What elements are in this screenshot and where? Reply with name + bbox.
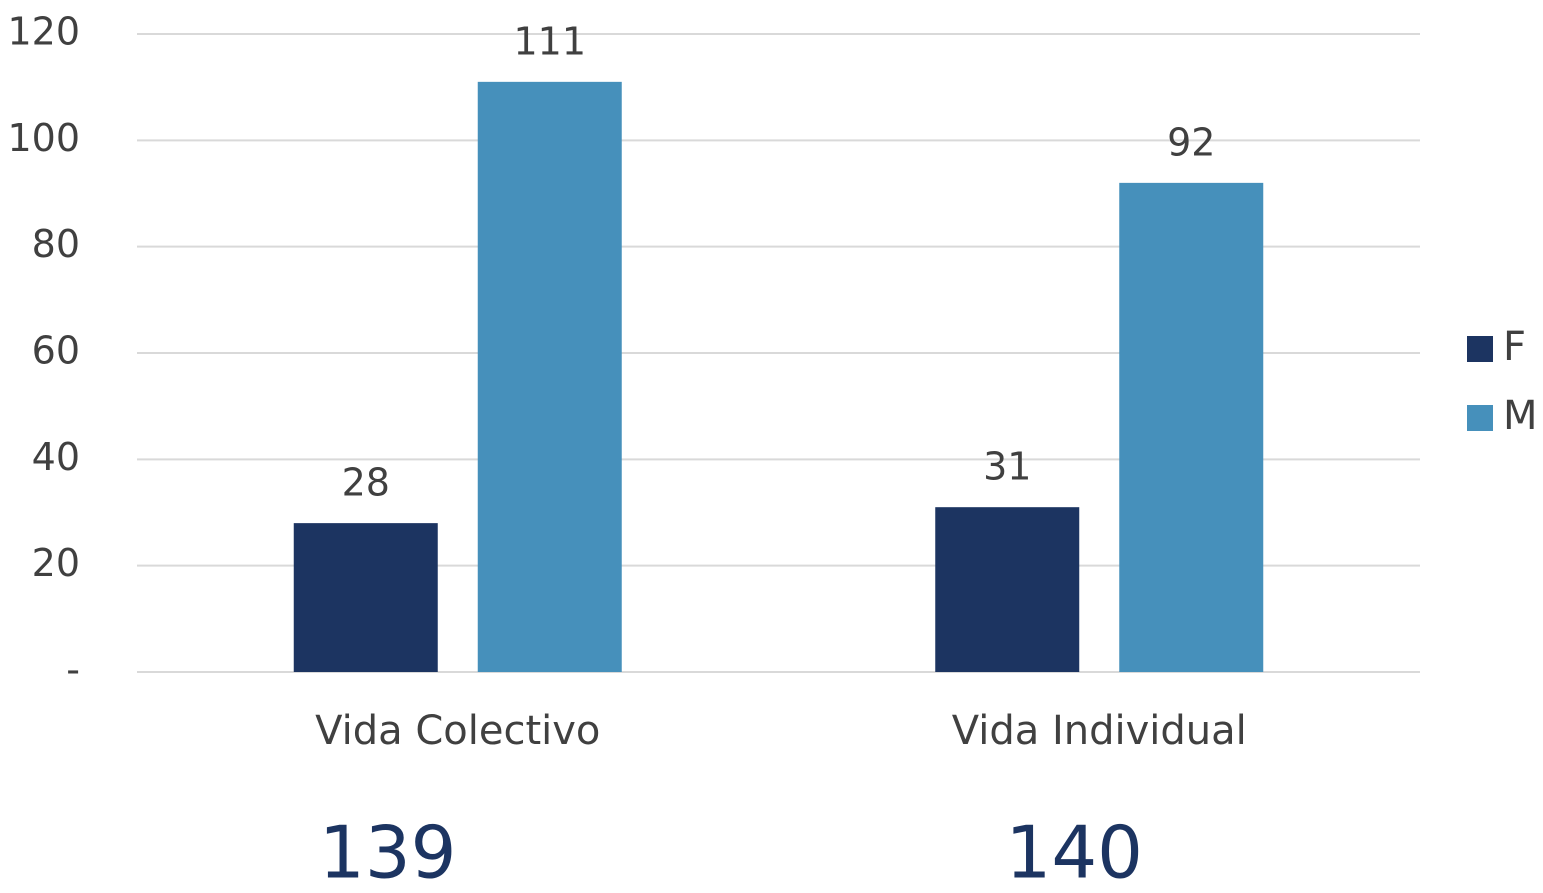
data-label: 92 — [1167, 120, 1215, 164]
legend-swatch — [1467, 405, 1493, 431]
category-total: 139 — [319, 811, 456, 893]
legend-label: M — [1503, 393, 1538, 439]
legend-label: F — [1503, 324, 1526, 370]
category-total: 140 — [1006, 811, 1143, 893]
y-tick-label: - — [66, 648, 80, 692]
x-tick-label: Vida Individual — [952, 708, 1247, 754]
y-tick-label: 60 — [32, 329, 80, 373]
bar — [293, 523, 438, 672]
x-tick-label: Vida Colectivo — [315, 708, 600, 754]
y-tick-label: 80 — [32, 222, 80, 266]
bar — [1119, 182, 1264, 672]
data-label: 31 — [983, 445, 1031, 489]
bar — [477, 81, 622, 673]
y-tick-label: 120 — [7, 10, 80, 54]
y-tick-label: 40 — [32, 435, 80, 479]
legend-swatch — [1467, 336, 1493, 362]
y-tick-label: 20 — [32, 541, 80, 585]
bar — [935, 507, 1080, 672]
data-label: 28 — [342, 461, 390, 505]
data-label: 111 — [513, 19, 586, 63]
y-tick-label: 100 — [7, 116, 80, 160]
